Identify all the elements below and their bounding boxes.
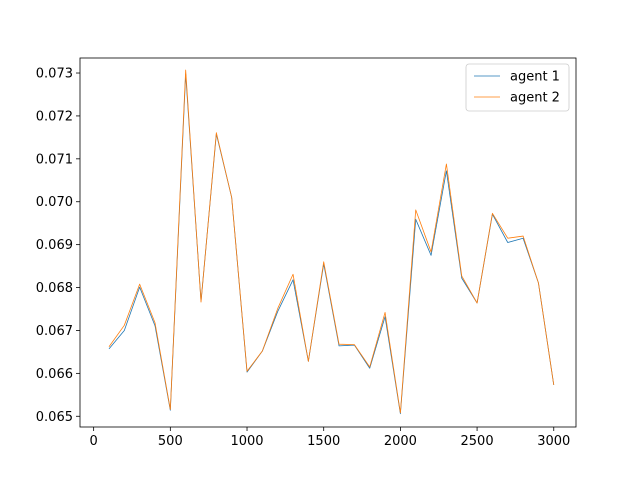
legend: agent 1 agent 2 xyxy=(465,63,570,112)
x-axis: 0 500 1000 1500 2000 2500 3000 xyxy=(90,427,570,449)
y-tick-label: 0.072 xyxy=(36,109,73,124)
legend-label-agent-1: agent 1 xyxy=(510,70,560,85)
x-tick-label: 2500 xyxy=(461,434,494,449)
x-tick-label: 0 xyxy=(90,434,98,449)
y-tick-label: 0.073 xyxy=(36,67,73,82)
y-tick-label: 0.071 xyxy=(36,152,73,167)
legend-label-agent-2: agent 2 xyxy=(510,91,560,106)
x-tick-label: 2000 xyxy=(384,434,417,449)
series-layer xyxy=(108,69,555,415)
y-tick-label: 0.070 xyxy=(36,195,73,210)
y-axis: 0.065 0.066 0.067 0.068 0.069 0.070 0.071 0.072… xyxy=(36,67,80,425)
plot-frame xyxy=(79,57,577,428)
series-line-agent-2 xyxy=(108,69,555,414)
y-tick-label: 0.069 xyxy=(36,238,73,253)
plot-area xyxy=(80,58,576,427)
y-tick-label: 0.066 xyxy=(36,367,73,382)
y-tick-label: 0.068 xyxy=(36,281,73,296)
x-tick-label: 1500 xyxy=(307,434,340,449)
x-tick-label: 3000 xyxy=(537,434,570,449)
y-tick-label: 0.067 xyxy=(36,324,73,339)
x-tick-label: 1000 xyxy=(230,434,263,449)
x-tick-label: 500 xyxy=(158,434,183,449)
y-tick-label: 0.065 xyxy=(36,410,73,425)
